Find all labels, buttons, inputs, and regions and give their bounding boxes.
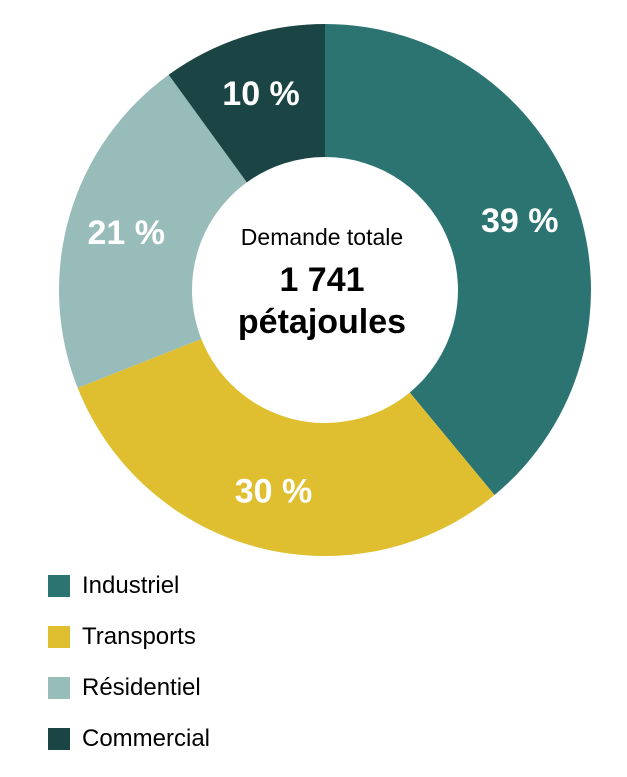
legend-swatch-transports — [48, 625, 70, 648]
legend-label-transports: Transports — [82, 623, 196, 650]
legend-label-industriel: Industriel — [82, 572, 180, 599]
donut-chart-svg: 39 % 30 % 21 % 10 % Demande totale 1 741 pé… — [58, 24, 591, 556]
slice-label-transports: 30 % — [235, 472, 313, 510]
slice-commercial — [168, 24, 325, 183]
legend-item-residentiel: Résidentiel — [48, 675, 448, 700]
legend-item-industriel: Industriel — [48, 573, 448, 598]
center-value-number: 1 741 — [279, 261, 364, 299]
slice-labels-group: 39 % 30 % 21 % 10 % — [87, 75, 558, 510]
slice-label-residentiel: 21 % — [87, 214, 165, 252]
slice-industriel — [325, 24, 591, 495]
legend-swatch-industriel — [48, 574, 70, 597]
slice-residentiel — [58, 74, 247, 388]
center-value-unit: pétajoules — [238, 303, 406, 341]
legend: Industriel Transports Résidentiel Commer… — [48, 573, 448, 777]
legend-item-commercial: Commercial — [48, 726, 448, 751]
legend-label-commercial: Commercial — [82, 725, 211, 752]
slice-label-industriel: 39 % — [481, 202, 559, 240]
center-caption: Demande totale — [241, 224, 403, 250]
legend-swatch-residentiel — [48, 676, 70, 699]
legend-swatch-commercial — [48, 727, 70, 750]
slice-transports — [77, 338, 495, 556]
slice-label-commercial: 10 % — [222, 75, 300, 113]
legend-label-residentiel: Résidentiel — [82, 674, 201, 701]
legend-item-transports: Transports — [48, 624, 448, 649]
slices-group — [58, 24, 591, 556]
